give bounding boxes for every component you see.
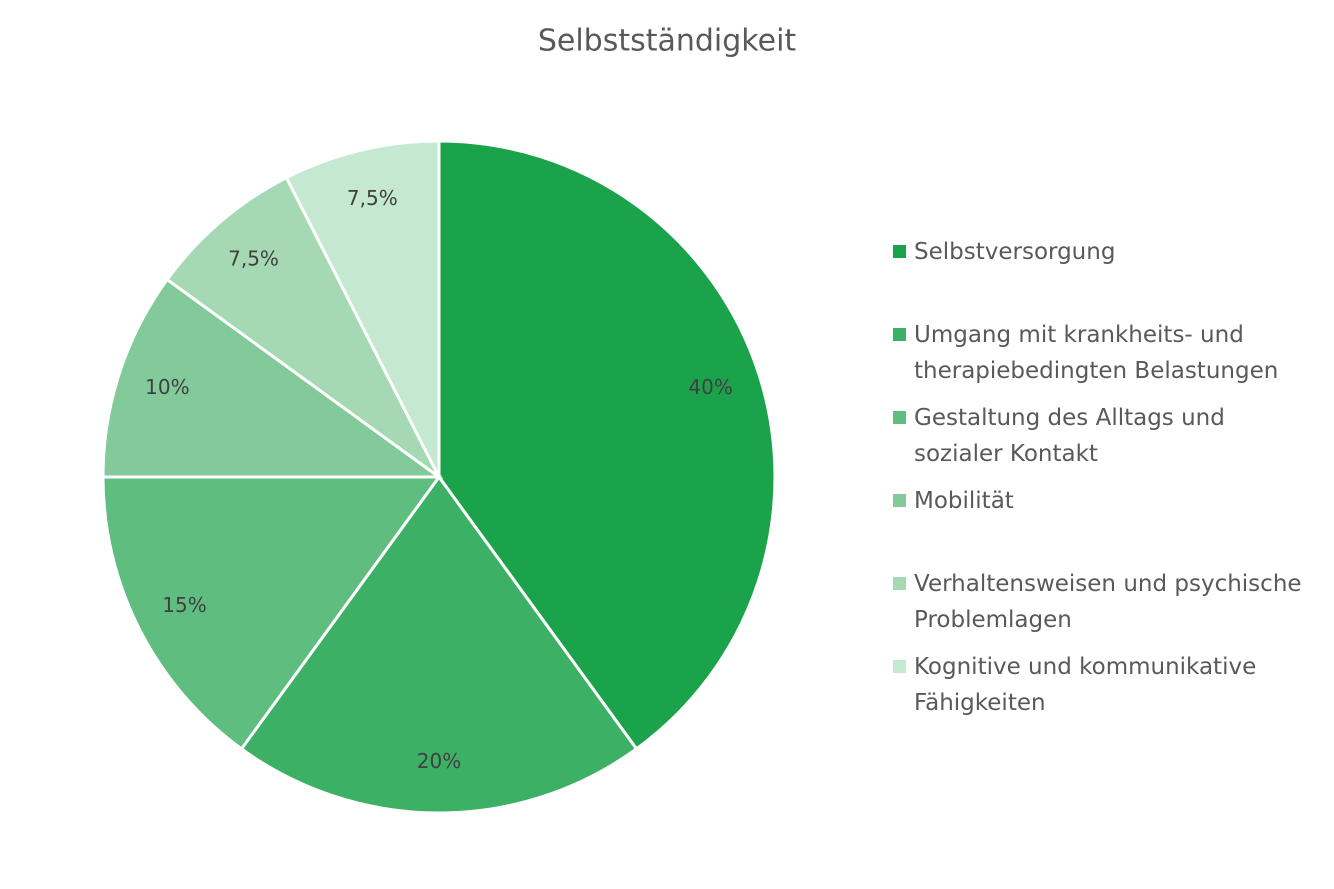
legend-label: Gestaltung des Alltags und sozialer Kont… [914,405,1225,467]
pie-slice [165,175,441,479]
data-label: 7,5% [347,186,398,210]
legend-label: Verhaltensweisen und psychische Probleml… [914,571,1302,633]
legend-item: Selbstversorgung [893,234,1313,270]
data-label: 40% [688,375,732,399]
legend-label: Umgang mit krankheits- und therapiebedin… [914,322,1279,384]
legend-label: Kognitive und kommunikative Fähigkeiten [914,654,1257,716]
chart-title: Selbstständigkeit [538,24,797,59]
legend-swatch [893,660,906,673]
legend-item: Verhaltensweisen und psychische Probleml… [893,566,1313,638]
legend-item: Kognitive und kommunikative Fähigkeiten [893,649,1313,721]
legend-item: Mobilität [893,483,1313,519]
data-label: 7,5% [228,246,279,270]
data-label: 10% [145,375,189,399]
legend-swatch [893,577,906,590]
legend-swatch [893,494,906,507]
legend-item: Gestaltung des Alltags und sozialer Kont… [893,400,1313,472]
pie-slice [284,139,441,478]
legend-label: Mobilität [914,488,1014,514]
pie-slice [437,139,777,751]
legend-item: Umgang mit krankheits- und therapiebedin… [893,317,1313,389]
data-label: 20% [417,749,461,773]
data-label: 15% [162,593,206,617]
legend-swatch [893,411,906,424]
legend-swatch [893,245,906,258]
legend-swatch [893,328,906,341]
pie-slice [101,475,442,751]
pie-slice [101,277,444,479]
pie-slice [239,474,639,815]
legend-label: Selbstversorgung [914,239,1116,265]
